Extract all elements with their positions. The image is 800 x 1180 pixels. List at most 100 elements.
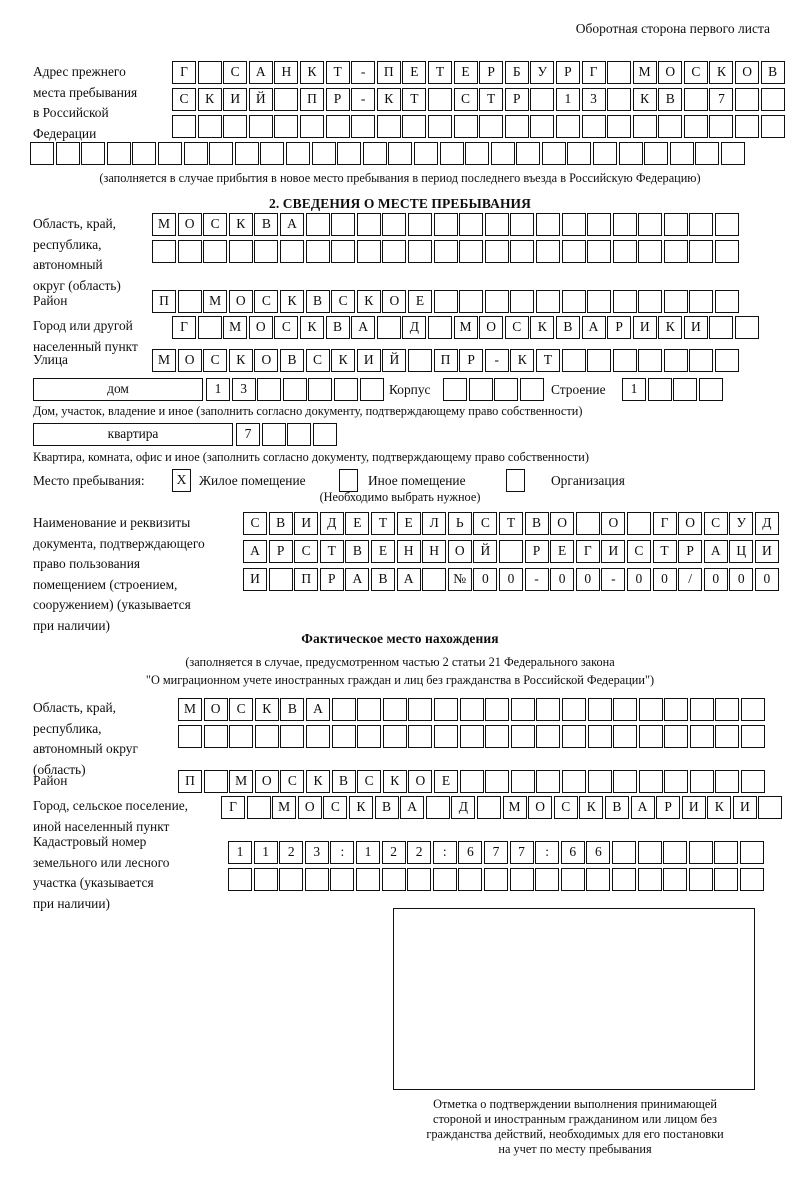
district-cell-14[interactable] — [484, 290, 509, 313]
prev-address-r3-cell-13[interactable] — [479, 115, 504, 138]
actual-region-r1-cell-22[interactable] — [715, 698, 740, 721]
region-r1-cell-23[interactable] — [715, 213, 740, 236]
prev-address-r2-cell-20[interactable]: В — [658, 88, 683, 111]
region-r1-cell-6[interactable]: А — [279, 213, 304, 236]
document-r2-cell-6[interactable]: Е — [370, 540, 395, 563]
city-cell-7[interactable]: В — [325, 316, 350, 339]
actual-region-r2-cell-13[interactable] — [485, 725, 510, 748]
actual-district-cell-20[interactable] — [664, 770, 689, 793]
street-cell-20[interactable] — [638, 349, 663, 372]
region-r1-cell-19[interactable] — [612, 213, 637, 236]
actual-region-r1-cell-16[interactable] — [561, 698, 586, 721]
prev-address-r4-cell-18[interactable] — [465, 142, 490, 165]
cadastral-r1-cell-3[interactable]: 2 — [279, 841, 304, 864]
street-cell-22[interactable] — [689, 349, 714, 372]
cadastral-r2-cell-3[interactable] — [279, 868, 304, 891]
city-cell-6[interactable]: К — [299, 316, 324, 339]
document-r3-cell-21[interactable]: 0 — [754, 568, 779, 591]
actual-region-r2-cell-16[interactable] — [561, 725, 586, 748]
document-r1-cell-7[interactable]: Е — [396, 512, 421, 535]
district-cell-11[interactable]: Е — [407, 290, 432, 313]
street-cell-11[interactable] — [407, 349, 432, 372]
street-cell-5[interactable]: О — [254, 349, 279, 372]
district-cell-2[interactable] — [177, 290, 202, 313]
cadastral-r1-cell-14[interactable]: 6 — [560, 841, 585, 864]
city-cell-13[interactable]: О — [479, 316, 504, 339]
prev-address-r1-cell-7[interactable]: Т — [325, 61, 350, 84]
actual-region-r1-cell-8[interactable] — [357, 698, 382, 721]
cadastral-r1-cell-18[interactable] — [663, 841, 688, 864]
prev-address-r4-cell-2[interactable] — [55, 142, 80, 165]
actual-district-cell-18[interactable] — [613, 770, 638, 793]
cadastral-r2-cell-9[interactable] — [432, 868, 457, 891]
house-cell-6[interactable] — [333, 378, 358, 401]
actual-district-cell-19[interactable] — [638, 770, 663, 793]
prev-address-r4-cell-9[interactable] — [234, 142, 259, 165]
document-r2-cell-4[interactable]: Т — [319, 540, 344, 563]
prev-address-r1-cell-15[interactable]: У — [530, 61, 555, 84]
actual-region-r2-cell-6[interactable] — [305, 725, 330, 748]
city-cell-5[interactable]: С — [274, 316, 299, 339]
prev-address-r2-cell-14[interactable]: Р — [504, 88, 529, 111]
region-r1-cell-16[interactable] — [535, 213, 560, 236]
prev-address-r1-cell-9[interactable]: П — [376, 61, 401, 84]
actual-region-r1-cell-5[interactable]: В — [280, 698, 305, 721]
prev-address-r1-cell-23[interactable]: О — [735, 61, 760, 84]
document-r1-cell-9[interactable]: Ь — [447, 512, 472, 535]
actual-region-r2-cell-7[interactable] — [331, 725, 356, 748]
document-r2-cell-13[interactable]: Е — [550, 540, 575, 563]
actual-region-r2-cell-15[interactable] — [536, 725, 561, 748]
document-r1-cell-13[interactable]: О — [550, 512, 575, 535]
prev-address-grid-row-4[interactable] — [30, 142, 747, 165]
street-cell-13[interactable]: Р — [459, 349, 484, 372]
prev-address-r1-cell-3[interactable]: С — [223, 61, 248, 84]
document-r3-cell-4[interactable]: Р — [319, 568, 344, 591]
document-r3-cell-5[interactable]: А — [345, 568, 370, 591]
cadastral-r1-cell-16[interactable] — [611, 841, 636, 864]
document-r2-cell-8[interactable]: Н — [422, 540, 447, 563]
prev-address-r4-cell-8[interactable] — [209, 142, 234, 165]
actual-city-cell-19[interactable]: И — [681, 796, 706, 819]
korpus-cell-3[interactable] — [494, 378, 519, 401]
prev-address-r1-cell-8[interactable]: - — [351, 61, 376, 84]
region-r1-cell-10[interactable] — [382, 213, 407, 236]
city-cell-17[interactable]: А — [581, 316, 606, 339]
prev-address-r4-cell-10[interactable] — [260, 142, 285, 165]
prev-address-r4-cell-4[interactable] — [106, 142, 131, 165]
actual-city-cell-18[interactable]: Р — [656, 796, 681, 819]
prev-address-r2-cell-13[interactable]: Т — [479, 88, 504, 111]
prev-address-r3-cell-6[interactable] — [299, 115, 324, 138]
actual-city-cell-6[interactable]: К — [348, 796, 373, 819]
document-r1-cell-17[interactable]: Г — [652, 512, 677, 535]
region-r2-cell-15[interactable] — [510, 240, 535, 263]
prev-address-r2-cell-1[interactable]: С — [172, 88, 196, 111]
cadastral-r2-cell-14[interactable] — [560, 868, 585, 891]
actual-district-cell-11[interactable]: Е — [433, 770, 458, 793]
cadastral-r2-cell-15[interactable] — [586, 868, 611, 891]
korpus-cell-1[interactable] — [443, 378, 467, 401]
document-r1-cell-11[interactable]: Т — [498, 512, 523, 535]
prev-address-r2-cell-3[interactable]: И — [223, 88, 248, 111]
actual-region-r2-cell-2[interactable] — [203, 725, 228, 748]
document-r2-cell-21[interactable]: И — [754, 540, 779, 563]
korpus-cell-2[interactable] — [468, 378, 493, 401]
prev-address-r3-cell-3[interactable] — [223, 115, 248, 138]
cadastral-r1-cell-17[interactable] — [637, 841, 662, 864]
region-r2-cell-18[interactable] — [587, 240, 612, 263]
korpus-grid[interactable] — [443, 378, 545, 401]
street-cell-23[interactable] — [715, 349, 740, 372]
region-r1-cell-20[interactable] — [638, 213, 663, 236]
actual-district-cell-6[interactable]: К — [305, 770, 330, 793]
region-r1-cell-14[interactable] — [484, 213, 509, 236]
region-r1-cell-4[interactable]: К — [228, 213, 253, 236]
region-r1-cell-11[interactable] — [407, 213, 432, 236]
district-cell-21[interactable] — [663, 290, 688, 313]
actual-region-r2-cell-9[interactable] — [382, 725, 407, 748]
cadastral-r2-cell-4[interactable] — [304, 868, 329, 891]
prev-address-r4-cell-5[interactable] — [132, 142, 157, 165]
